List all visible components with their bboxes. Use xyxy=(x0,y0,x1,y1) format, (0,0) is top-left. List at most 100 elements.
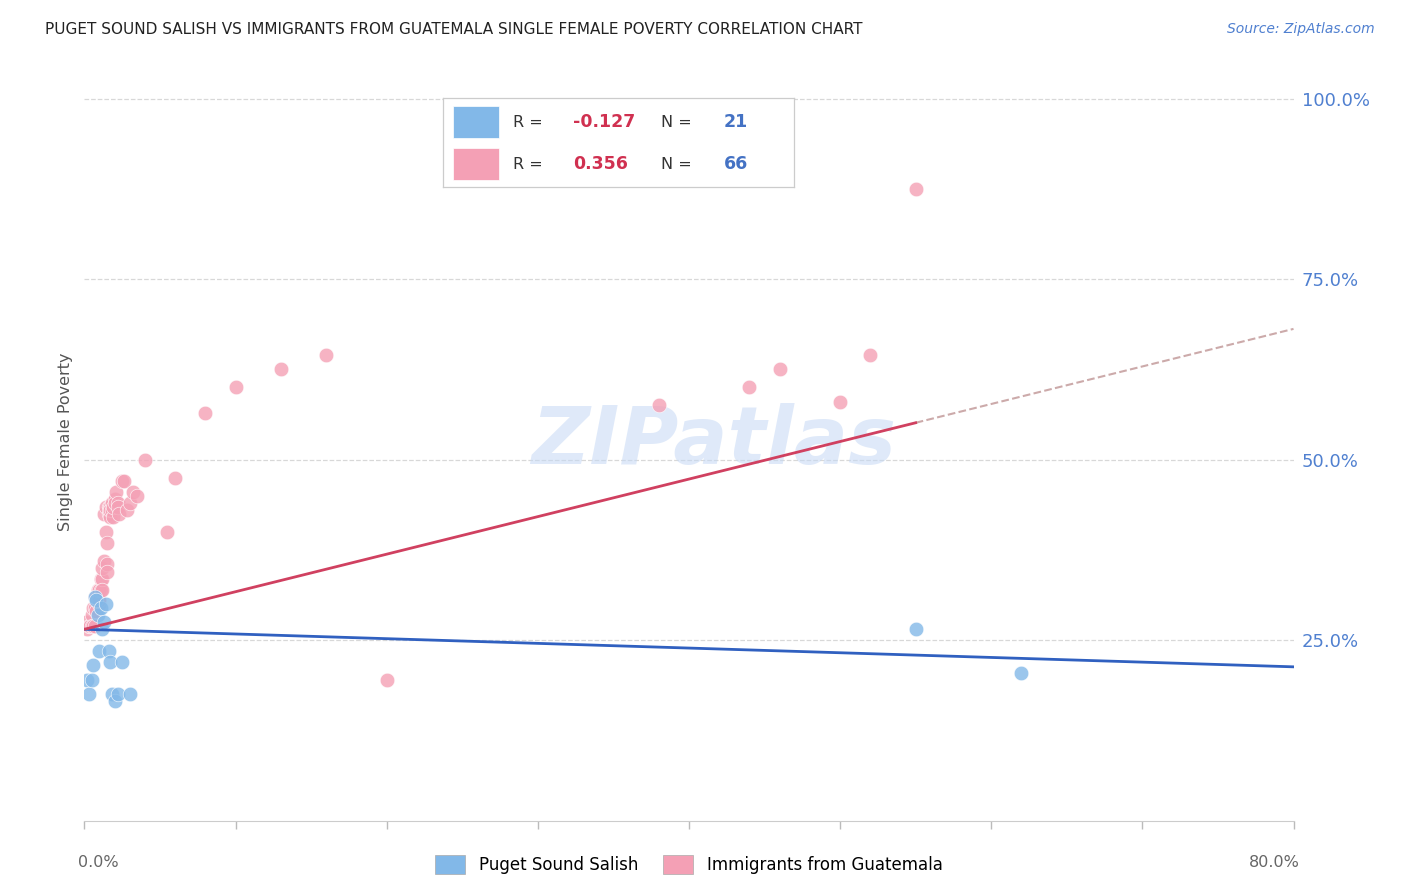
Point xyxy=(91,582,114,597)
Text: PUGET SOUND SALISH VS IMMIGRANTS FROM GUATEMALA SINGLE FEMALE POVERTY CORRELATIO: PUGET SOUND SALISH VS IMMIGRANTS FROM GU… xyxy=(45,22,862,37)
Bar xyxy=(453,106,499,138)
Point xyxy=(87,582,110,597)
Point xyxy=(107,687,129,701)
Point xyxy=(77,618,100,632)
Point xyxy=(96,565,118,579)
Point xyxy=(90,582,112,597)
Point xyxy=(107,500,129,514)
Text: ZIPatlas: ZIPatlas xyxy=(530,402,896,481)
Point xyxy=(118,496,141,510)
Point xyxy=(97,507,120,521)
Point xyxy=(101,500,124,514)
Point xyxy=(1011,665,1033,680)
Point xyxy=(225,380,247,394)
Point xyxy=(86,590,108,604)
Point xyxy=(93,615,115,629)
Point xyxy=(87,607,110,622)
Point xyxy=(115,503,138,517)
Point xyxy=(97,644,120,658)
Legend: Puget Sound Salish, Immigrants from Guatemala: Puget Sound Salish, Immigrants from Guat… xyxy=(429,848,949,880)
Point xyxy=(738,380,761,394)
Text: 21: 21 xyxy=(724,113,748,131)
Point xyxy=(904,182,927,196)
Point xyxy=(79,618,101,632)
Point xyxy=(859,348,882,362)
Point xyxy=(105,485,128,500)
Point xyxy=(86,604,108,618)
Point xyxy=(89,593,111,607)
Point xyxy=(84,618,107,632)
Text: 66: 66 xyxy=(724,155,748,173)
Point xyxy=(98,510,121,524)
Text: 0.356: 0.356 xyxy=(574,155,628,173)
Point xyxy=(101,510,124,524)
Point xyxy=(375,673,398,687)
Bar xyxy=(453,148,499,180)
Point xyxy=(118,687,141,701)
Point xyxy=(84,600,107,615)
Point xyxy=(90,600,112,615)
Text: N =: N = xyxy=(661,115,692,129)
Point xyxy=(107,496,129,510)
Point xyxy=(84,590,107,604)
Point xyxy=(111,475,134,489)
Point xyxy=(84,590,107,604)
Point xyxy=(94,500,117,514)
Point xyxy=(96,535,118,549)
Point xyxy=(127,489,149,503)
Point xyxy=(194,406,217,420)
Y-axis label: Single Female Poverty: Single Female Poverty xyxy=(58,352,73,531)
Point xyxy=(86,593,108,607)
Point xyxy=(104,492,127,507)
Point xyxy=(93,554,115,568)
Point xyxy=(89,597,111,611)
Point xyxy=(648,399,671,413)
Point xyxy=(108,507,131,521)
Point xyxy=(93,507,115,521)
Point xyxy=(121,485,143,500)
Text: 80.0%: 80.0% xyxy=(1249,855,1299,870)
Text: 0.0%: 0.0% xyxy=(79,855,120,870)
Point xyxy=(98,655,121,669)
Text: R =: R = xyxy=(513,157,543,171)
Point xyxy=(89,644,111,658)
Point xyxy=(100,503,122,517)
Point xyxy=(91,572,114,586)
Point xyxy=(104,496,127,510)
Point xyxy=(90,572,112,586)
Point xyxy=(94,524,117,539)
Point xyxy=(87,593,110,607)
Point xyxy=(75,615,97,629)
Point xyxy=(156,524,179,539)
Point xyxy=(134,452,156,467)
Point xyxy=(82,600,104,615)
Text: -0.127: -0.127 xyxy=(574,113,636,131)
Text: N =: N = xyxy=(661,157,692,171)
Point xyxy=(111,655,134,669)
Point xyxy=(104,694,127,708)
Point xyxy=(80,607,103,622)
Point xyxy=(82,618,104,632)
Point xyxy=(830,394,852,409)
Text: R =: R = xyxy=(513,115,543,129)
Point xyxy=(315,348,337,362)
Point xyxy=(112,475,135,489)
Point xyxy=(97,500,120,514)
Point xyxy=(270,362,292,376)
Point xyxy=(94,597,117,611)
Point xyxy=(904,622,927,636)
Point xyxy=(76,622,98,636)
Point xyxy=(165,470,187,484)
Point xyxy=(91,561,114,575)
Point xyxy=(80,618,103,632)
Point xyxy=(769,362,792,376)
Point xyxy=(91,622,114,636)
Point xyxy=(80,673,103,687)
Point xyxy=(82,658,104,673)
Point xyxy=(100,496,122,510)
Point xyxy=(98,500,121,514)
Point xyxy=(89,582,111,597)
Point xyxy=(100,687,122,701)
Point xyxy=(98,503,121,517)
Point xyxy=(77,687,100,701)
